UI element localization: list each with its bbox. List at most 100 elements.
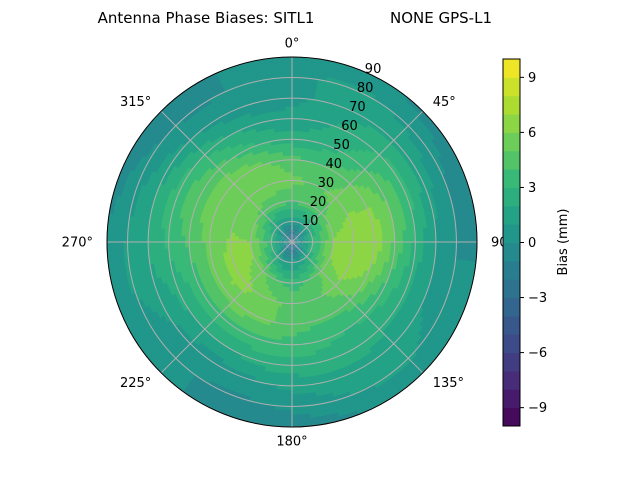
contour-cell — [280, 273, 284, 279]
contour-cell — [280, 251, 285, 256]
contour-cell — [278, 215, 283, 221]
contour-cell — [299, 218, 303, 224]
contour-cell — [295, 237, 300, 241]
contour-cell — [278, 352, 287, 358]
contour-cell — [292, 204, 295, 210]
contour-cell — [266, 242, 272, 245]
contour-cell — [285, 226, 288, 231]
contour-cell — [307, 254, 312, 260]
contour-cell — [287, 245, 291, 250]
contour-cell — [295, 230, 298, 235]
contour-cell — [295, 253, 298, 259]
contour-cell — [357, 245, 363, 251]
contour-cell — [284, 192, 288, 198]
contour-cell — [292, 229, 295, 234]
contour-cell — [205, 249, 211, 256]
contour-cell — [278, 219, 282, 225]
contour-cell — [302, 232, 307, 236]
contour-cell — [225, 247, 232, 253]
contour-cell — [277, 232, 282, 236]
contour-cell — [345, 244, 351, 249]
contour-cell — [295, 249, 298, 254]
contour-cell — [295, 244, 300, 248]
contour-cell — [308, 220, 313, 225]
contour-cell — [176, 252, 183, 261]
contour-cell — [385, 246, 392, 254]
contour-cell — [286, 245, 290, 250]
contour-cell — [272, 254, 277, 259]
contour-cell — [270, 214, 276, 220]
contour-cell — [302, 247, 308, 251]
contour-cell — [264, 220, 270, 226]
contour-cell — [285, 253, 289, 259]
contour-cell — [283, 188, 288, 194]
contour-cell — [197, 255, 204, 262]
contour-cell — [318, 250, 324, 255]
contour-cell — [192, 235, 198, 242]
contour-cell — [373, 232, 379, 239]
contour-cell — [280, 245, 285, 249]
contour-cell — [264, 258, 270, 264]
contour-cell — [276, 267, 281, 273]
contour-cell — [242, 183, 249, 191]
contour-cell — [301, 302, 306, 308]
contour-cell — [273, 208, 278, 214]
contour-cell — [275, 245, 281, 248]
contour-cell — [272, 287, 277, 294]
contour-cell — [249, 222, 255, 228]
contour-cell — [295, 239, 301, 242]
contour-cell — [311, 234, 317, 237]
contour-cell — [299, 214, 303, 220]
contour-cell — [279, 239, 284, 241]
contour-cell — [277, 280, 282, 287]
contour-cell — [296, 240, 301, 242]
contour-cell — [259, 232, 265, 237]
contour-cell — [295, 236, 300, 240]
contour-cell — [334, 255, 340, 261]
contour-cell — [192, 230, 199, 238]
contour-cell — [290, 250, 292, 255]
contour-cell — [246, 245, 252, 250]
contour-cell — [285, 295, 290, 301]
contour-cell — [241, 293, 249, 300]
contour-cell — [303, 258, 307, 264]
contour-cell — [297, 231, 301, 236]
contour-cell — [272, 224, 277, 230]
contour-cell — [274, 266, 279, 272]
contour-cell — [279, 264, 284, 270]
contour-cell — [256, 228, 262, 232]
contour-cell — [286, 138, 294, 144]
contour-cell — [184, 229, 190, 237]
contour-cell — [270, 238, 276, 241]
contour-cell — [281, 246, 286, 251]
contour-cell — [276, 247, 282, 251]
contour-cell — [273, 122, 282, 129]
contour-cell — [283, 226, 287, 232]
contour-cell — [180, 252, 187, 260]
contour-cell — [263, 257, 269, 262]
contour-cell — [287, 262, 290, 268]
contour-cell — [282, 217, 286, 223]
contour-cell — [299, 244, 305, 248]
contour-cell — [381, 232, 388, 239]
contour-cell — [262, 254, 268, 259]
contour-cell — [307, 225, 312, 230]
contour-cell — [295, 243, 301, 246]
contour-cell — [246, 239, 251, 242]
contour-cell — [277, 248, 283, 253]
contour-cell — [296, 344, 304, 350]
contour-cell — [401, 223, 408, 232]
contour-cell — [294, 229, 297, 235]
contour-cell — [344, 232, 350, 237]
contour-cell — [281, 273, 286, 279]
contour-cell — [282, 184, 287, 190]
contour-cell — [293, 234, 297, 239]
contour-fill — [107, 57, 477, 427]
contour-cell — [314, 220, 320, 226]
contour-cell — [292, 250, 295, 255]
contour-cell — [311, 262, 316, 268]
contour-cell — [279, 344, 287, 350]
contour-cell — [281, 228, 285, 233]
contour-cell — [338, 291, 345, 298]
contour-cell — [285, 175, 290, 181]
